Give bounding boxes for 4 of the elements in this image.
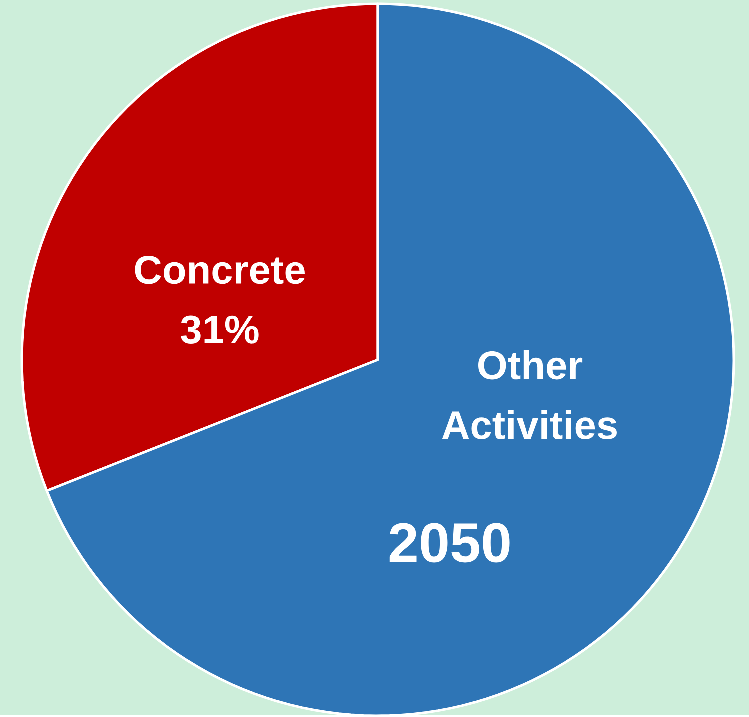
slice-label: Other Activities [442, 350, 617, 440]
data-label: 31% [181, 316, 259, 344]
slice-label: Concrete [135, 256, 305, 284]
text: 2050 [390, 523, 510, 563]
